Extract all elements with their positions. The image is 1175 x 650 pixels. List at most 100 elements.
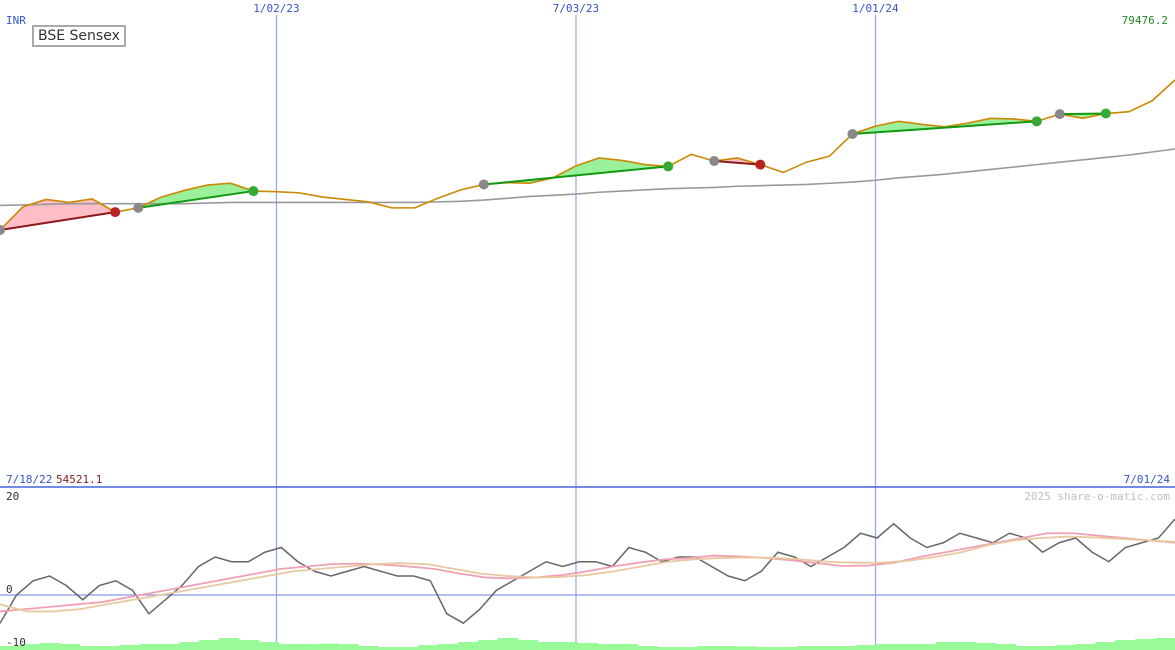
volume-bar	[497, 638, 519, 650]
volume-bar	[557, 642, 579, 650]
volume-bar	[1095, 642, 1116, 650]
volume-bar	[1055, 645, 1076, 650]
volume-bar	[438, 644, 459, 650]
volume-bar	[298, 644, 320, 650]
gain-trend-line	[483, 165, 669, 186]
volume-bar	[199, 640, 220, 650]
signal-end-marker	[1100, 108, 1111, 119]
volume-bar	[936, 642, 957, 650]
volume-bar	[99, 646, 120, 650]
oscillator-layer	[0, 518, 1175, 625]
volume-bar	[756, 647, 778, 650]
gain-area	[138, 183, 254, 208]
volume-bar	[278, 644, 300, 650]
volume-bar	[776, 647, 798, 650]
volume-bar	[955, 642, 977, 650]
volume-bar	[896, 644, 917, 650]
volume-bar	[716, 646, 738, 650]
volume-bar	[1035, 646, 1057, 650]
volume-bar	[995, 644, 1017, 650]
signal-end-marker	[1031, 116, 1042, 127]
volume-bar	[1155, 638, 1175, 650]
signal-end-marker	[663, 161, 674, 172]
volume-bar	[258, 642, 280, 650]
y-min-label: 54521.1	[56, 473, 102, 486]
volume-bar	[358, 646, 379, 650]
signal-start-marker	[133, 202, 144, 213]
chart-title: BSE Sensex	[38, 28, 120, 44]
signal-start-marker	[478, 179, 489, 190]
signal-start-marker	[0, 225, 5, 235]
volume-bar	[0, 646, 21, 650]
volume-bar	[1015, 646, 1037, 650]
volume-bar	[1115, 640, 1136, 650]
volume-bar	[378, 647, 399, 650]
volume-bar	[159, 644, 180, 650]
volume-bar	[657, 647, 678, 650]
signal-end-marker	[755, 159, 766, 170]
volume-bar	[39, 643, 61, 650]
volume-bar	[796, 646, 818, 650]
volume-bar	[577, 643, 598, 650]
signal-start-marker	[1054, 109, 1065, 120]
volume-bar	[19, 644, 41, 650]
volume-bar	[517, 640, 539, 650]
chart-title-box: BSE Sensex	[32, 25, 126, 47]
volume-bar	[697, 646, 718, 650]
volume-bar	[1075, 644, 1096, 650]
watermark: 2025 share-o-matic.com	[1024, 490, 1170, 503]
volume-bar	[637, 646, 658, 650]
volume-bar	[856, 645, 877, 650]
loss-area	[0, 198, 116, 230]
loss-trend-line	[0, 211, 116, 231]
volume-bar	[318, 643, 340, 650]
volume-bar	[836, 646, 857, 650]
osc-tick-top: 20	[6, 490, 19, 503]
volume-bar	[975, 643, 997, 650]
volume-bar	[59, 644, 81, 650]
volume-bar	[79, 646, 101, 650]
x-start-label: 7/18/22	[6, 473, 52, 486]
volume-bar	[338, 644, 359, 650]
signal-slow-line	[0, 535, 1175, 613]
moving-average-layer	[0, 148, 1175, 207]
moving-average-line	[0, 148, 1175, 207]
signal-end-marker	[110, 207, 121, 218]
volume-bar	[1135, 639, 1156, 650]
signal-end-marker	[248, 186, 259, 197]
x-end-label: 7/01/24	[1124, 473, 1171, 486]
date-tick-label: 1/01/24	[852, 2, 899, 15]
gain-trend-line	[138, 190, 254, 209]
volume-bar	[597, 644, 618, 650]
momentum-line	[0, 518, 1175, 625]
volume-bar	[876, 644, 897, 650]
volume-bar	[617, 644, 638, 650]
signal-start-marker	[709, 156, 720, 167]
loss-trend-line	[714, 160, 761, 166]
date-tick-label: 7/03/23	[553, 2, 599, 15]
date-tick-label: 1/02/23	[253, 2, 299, 15]
signal-lines	[0, 108, 1111, 235]
volume-bar	[816, 646, 837, 650]
gain-trend-line	[1059, 112, 1106, 116]
date-tick-labels: 1/02/23 7/03/23 1/01/24	[253, 2, 899, 15]
volume-bar	[677, 647, 698, 650]
volume-bar	[139, 644, 160, 650]
price-line	[0, 79, 1175, 231]
y-max-label: 79476.2	[1122, 14, 1168, 27]
volume-bar	[418, 645, 439, 650]
volume-bar	[398, 647, 419, 650]
volume-bar	[219, 638, 240, 650]
volume-bar	[179, 642, 200, 650]
price-layer	[0, 79, 1175, 231]
volume-bar	[916, 644, 937, 650]
gain-area	[483, 157, 669, 185]
volume-bar	[736, 646, 758, 650]
osc-tick-zero: 0	[6, 583, 13, 596]
volume-bar	[477, 640, 499, 650]
gain-trend-line	[852, 120, 1037, 135]
osc-tick-bottom: -10	[6, 636, 26, 649]
volume-bar	[238, 640, 260, 650]
